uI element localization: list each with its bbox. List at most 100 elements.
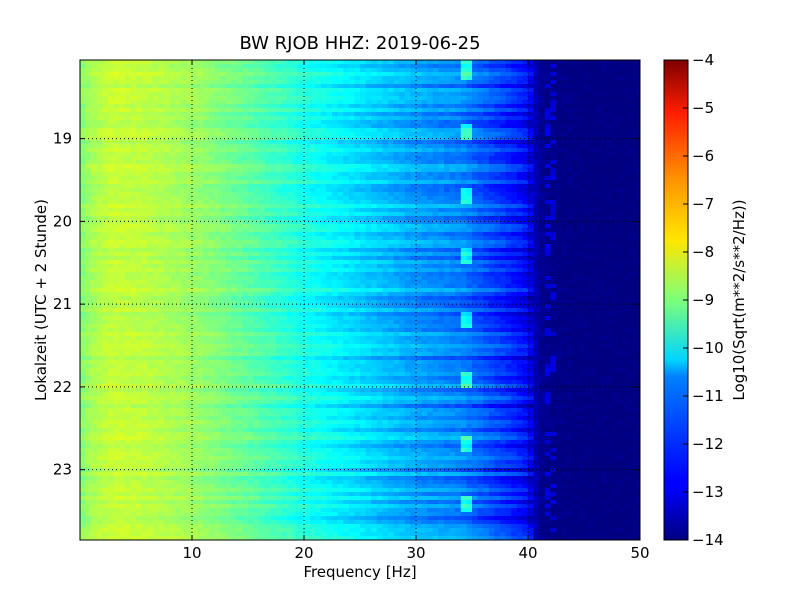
heatmap-cell [578,60,585,65]
heatmap-cell [511,244,518,249]
heatmap-cell [354,128,361,133]
heatmap-cell [444,120,451,125]
heatmap-cell [231,120,238,125]
heatmap-cell [567,152,574,157]
heatmap-cell [343,88,350,93]
heatmap-cell [477,228,484,233]
heatmap-cell [96,256,103,261]
heatmap-cell [287,64,294,69]
heatmap-cell [85,248,92,253]
heatmap-cell [488,96,495,101]
heatmap-cell [326,116,333,121]
heatmap-cell [500,172,507,177]
heatmap-cell [556,112,563,117]
heatmap-cell [500,236,507,241]
heatmap-cell [141,108,148,113]
heatmap-cell [388,192,395,197]
heatmap-cell [483,84,490,89]
heatmap-cell [337,92,344,97]
heatmap-cell [152,152,159,157]
heatmap-cell [130,156,137,161]
heatmap-cell [281,240,288,245]
heatmap-cell [147,104,154,109]
heatmap-cell [136,136,143,141]
heatmap-cell [276,192,283,197]
heatmap-cell [438,152,445,157]
heatmap-cell [623,144,630,149]
heatmap-cell [404,156,411,161]
heatmap-cell [533,64,540,69]
heatmap-cell [343,140,350,145]
heatmap-cell [399,248,406,253]
heatmap-cell [231,100,238,105]
heatmap-cell [276,96,283,101]
heatmap-cell [477,220,484,225]
heatmap-cell [175,152,182,157]
heatmap-cell [220,72,227,77]
heatmap-cell [533,220,540,225]
heatmap-cell [410,136,417,141]
heatmap-cell [600,172,607,177]
heatmap-cell [102,92,109,97]
heatmap-cell [186,196,193,201]
heatmap-cell [595,128,602,133]
heatmap-cell [169,72,176,77]
heatmap-cell [522,124,529,129]
heatmap-cell [567,216,574,221]
heatmap-cell [623,128,630,133]
heatmap-cell [382,148,389,153]
heatmap-cell [214,252,221,257]
heatmap-cell [147,132,154,137]
heatmap-cell [567,192,574,197]
heatmap-cell [544,252,551,257]
heatmap-cell [556,148,563,153]
heatmap-cell [416,160,423,165]
heatmap-cell [376,176,383,181]
heatmap-cell [567,76,574,81]
heatmap-cell [152,176,159,181]
heatmap-cell [315,168,322,173]
heatmap-cell [393,72,400,77]
heatmap-cell [572,108,579,113]
heatmap-cell [388,172,395,177]
heatmap-cell [348,84,355,89]
heatmap-cell [455,256,462,261]
heatmap-cell [634,96,640,101]
heatmap-cell [623,100,630,105]
heatmap-cell [186,104,193,109]
heatmap-cell [85,176,92,181]
heatmap-cell [488,180,495,185]
heatmap-cell [236,104,243,109]
heatmap-cell [410,200,417,205]
heatmap-cell [192,168,199,173]
heatmap-cell [158,256,165,261]
heatmap-cell [175,212,182,217]
heatmap-cell [152,64,159,69]
heatmap-cell [287,132,294,137]
heatmap-cell [444,236,451,241]
heatmap-cell [287,160,294,165]
heatmap-cell [332,164,339,169]
heatmap-cell [511,184,518,189]
heatmap-cell [304,100,311,105]
heatmap-cell [494,88,501,93]
heatmap-cell [371,244,378,249]
heatmap-cell [567,60,574,65]
heatmap-cell [505,88,512,93]
heatmap-cell [399,188,406,193]
heatmap-cell [141,248,148,253]
heatmap-cell [298,92,305,97]
heatmap-cell [589,100,596,105]
heatmap-cell [449,256,456,261]
heatmap-cell [472,100,479,105]
heatmap-cell [354,256,361,261]
heatmap-cell [600,144,607,149]
heatmap-cell [444,76,451,81]
heatmap-cell [600,64,607,69]
heatmap-cell [505,152,512,157]
heatmap-cell [438,228,445,233]
heatmap-cell [91,228,98,233]
heatmap-cell [309,108,316,113]
heatmap-cell [354,92,361,97]
heatmap-cell [634,108,640,113]
